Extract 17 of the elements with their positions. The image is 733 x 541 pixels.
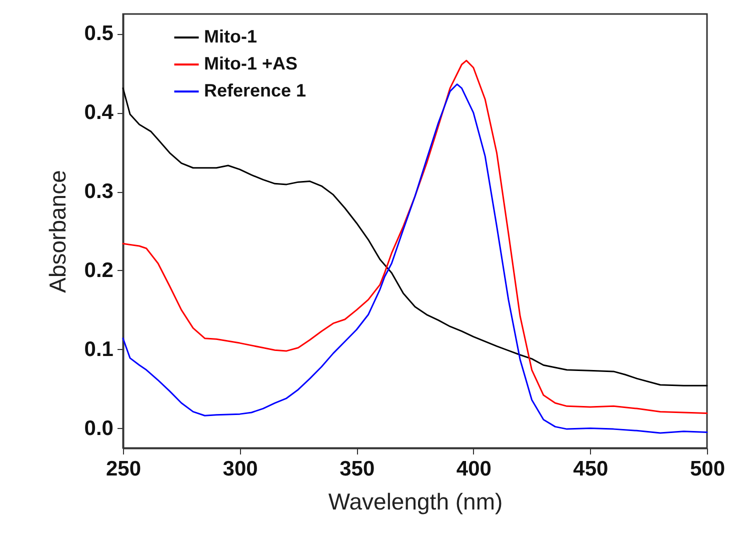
x-tick-label: 300 — [222, 458, 258, 480]
x-tick-label: 400 — [456, 458, 492, 480]
legend-label: Reference 1 — [204, 80, 306, 100]
y-tick-label: 0.1 — [84, 338, 114, 361]
y-tick-label: 0.3 — [84, 180, 114, 204]
y-tick-label: 0.2 — [84, 258, 114, 282]
x-axis-title: Wavelength (nm) — [328, 488, 503, 514]
y-tick-label: 0.0 — [84, 416, 114, 440]
y-tick-label: 0.4 — [84, 101, 114, 124]
x-tick-label: 350 — [340, 458, 375, 480]
x-tick-label: 450 — [573, 458, 608, 480]
x-tick-label: 500 — [690, 458, 726, 480]
y-axis-title: Absorbance — [44, 170, 70, 293]
y-tick-label: 0.5 — [84, 22, 114, 46]
x-tick-label: 250 — [106, 458, 142, 480]
legend-label: Mito-1 +AS — [204, 54, 298, 74]
legend-label: Mito-1 — [204, 26, 257, 46]
